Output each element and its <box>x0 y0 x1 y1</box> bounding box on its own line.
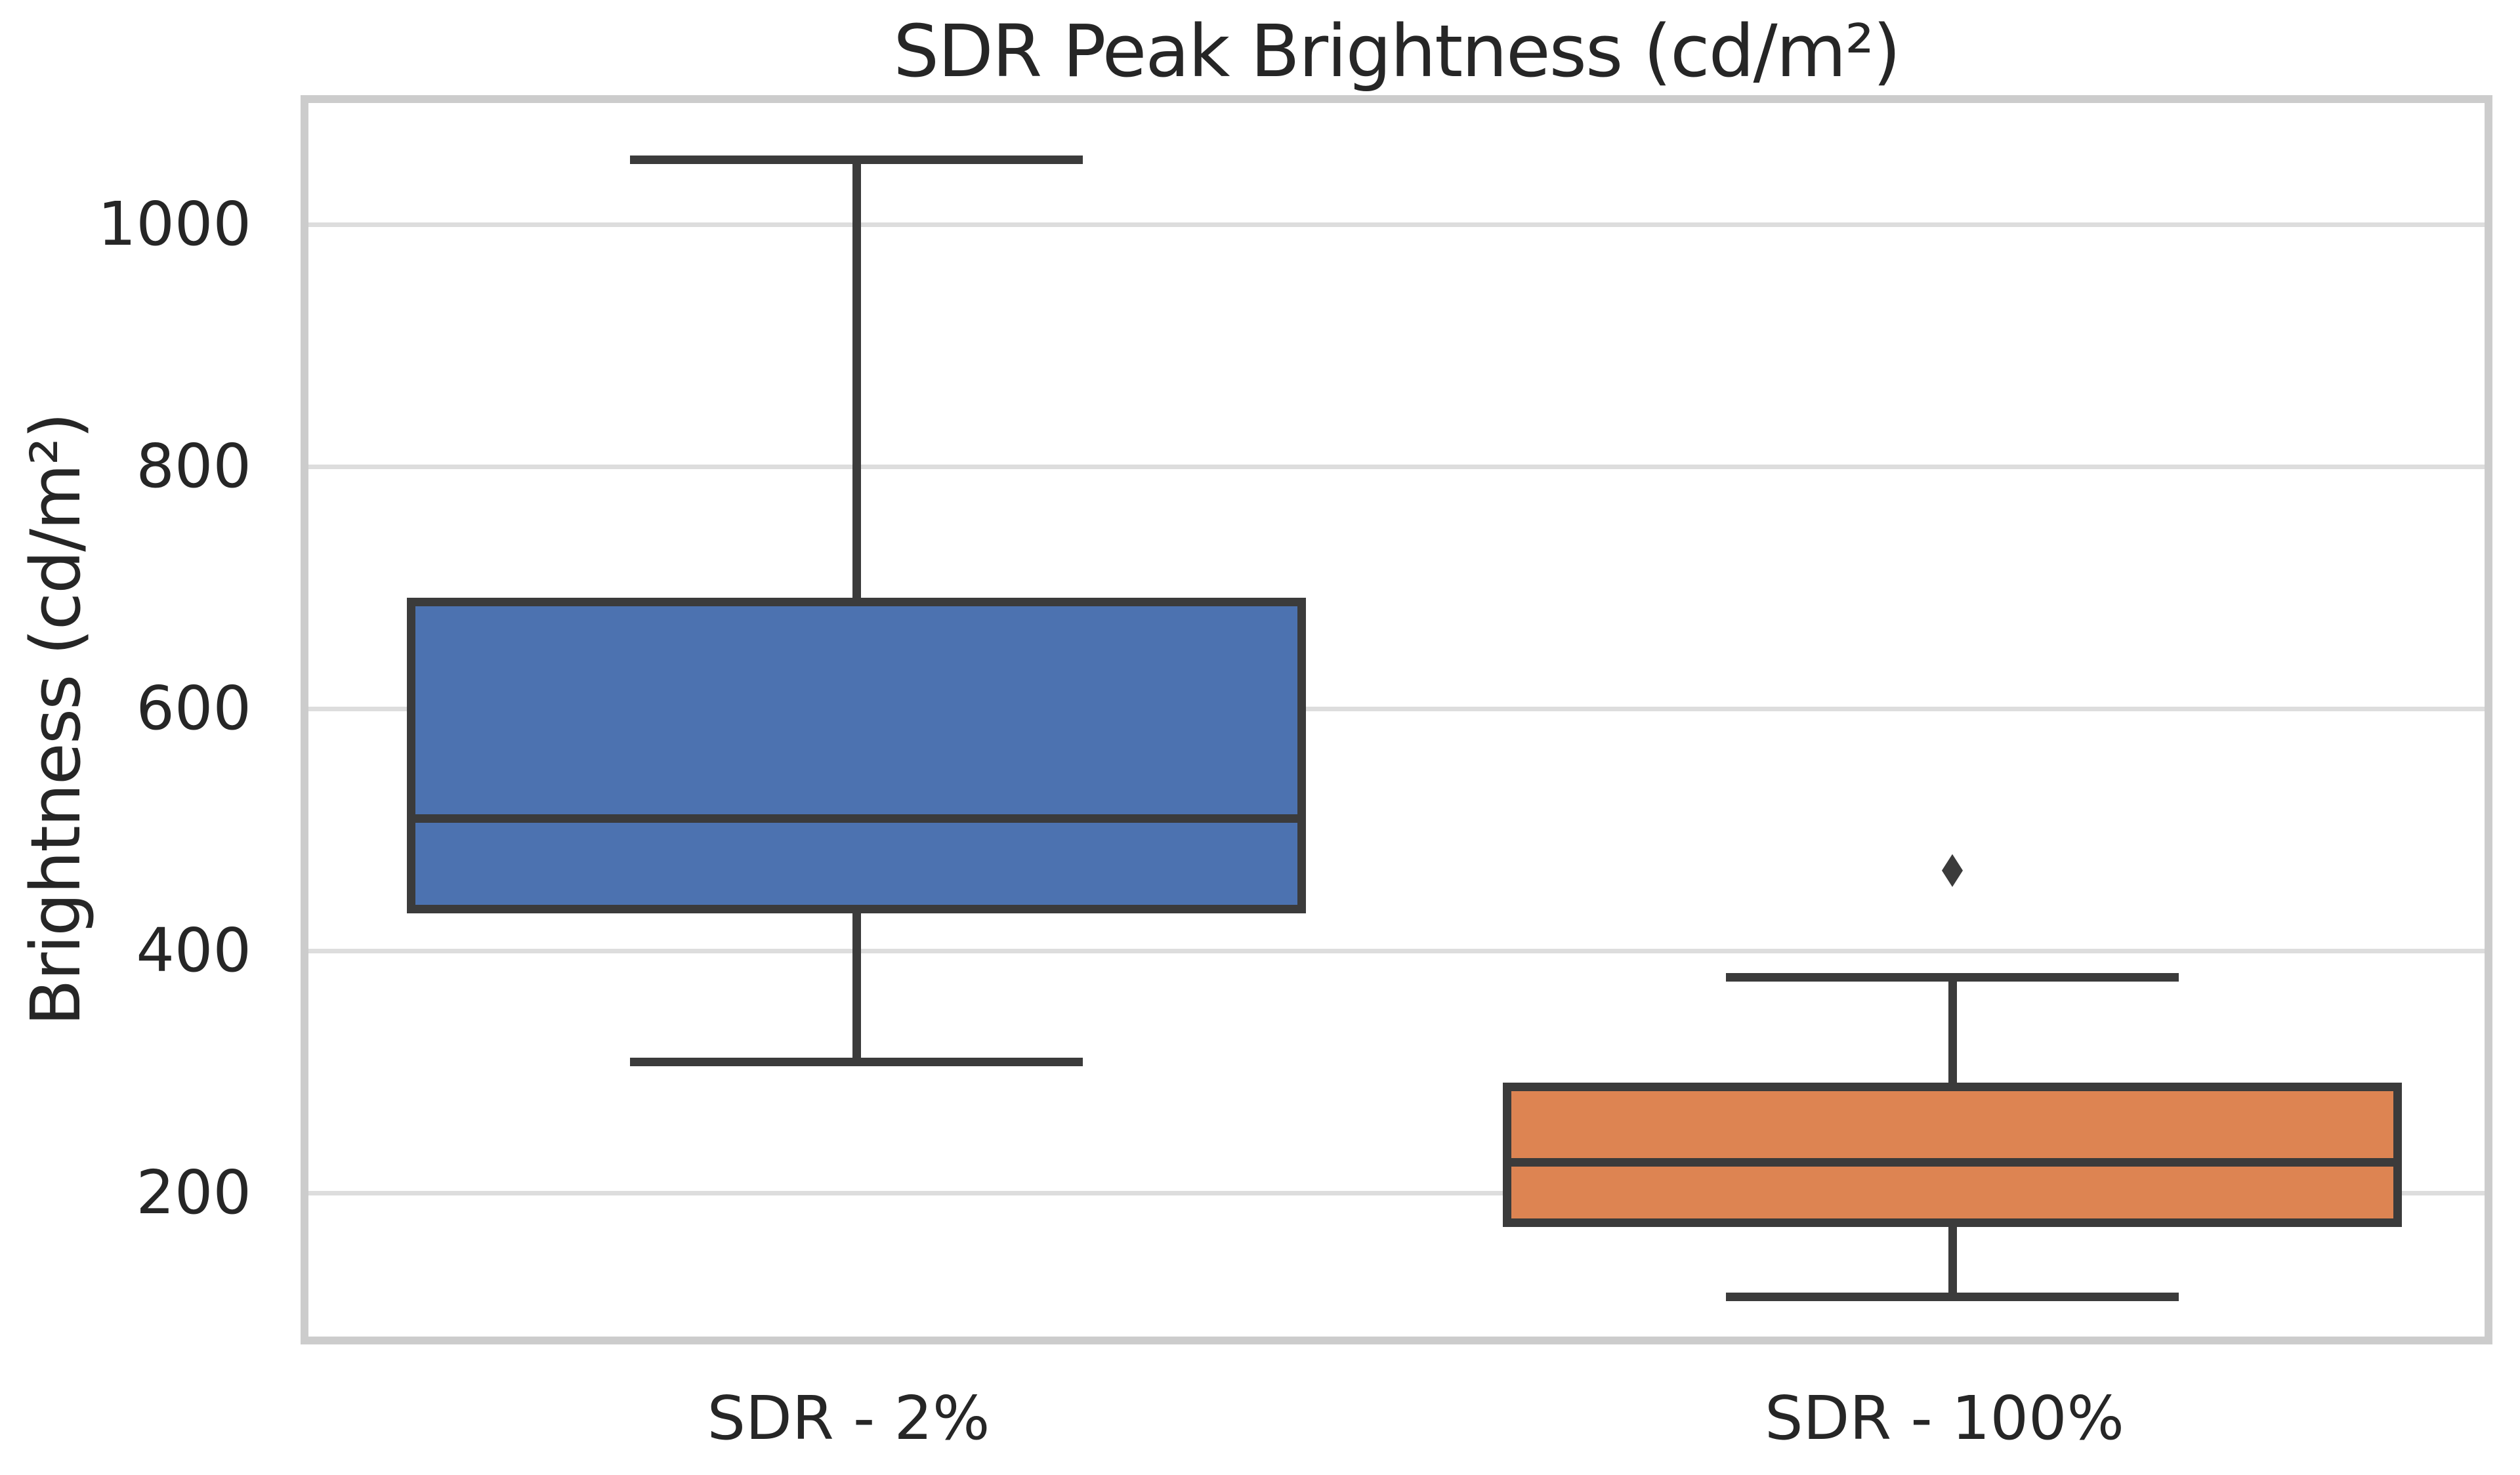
median-line <box>407 814 1306 823</box>
box-sdr-100pct <box>1503 1083 2402 1228</box>
y-tick-label: 1000 <box>97 189 251 260</box>
whisker-cap <box>630 156 1083 165</box>
y-gridline <box>308 1190 2485 1195</box>
y-tick-label: 400 <box>136 915 251 986</box>
chart-title: SDR Peak Brightness (cd/m²) <box>893 9 1900 93</box>
x-tick-label: SDR - 2% <box>707 1383 990 1453</box>
y-gridline <box>308 464 2485 469</box>
y-gridline <box>308 948 2485 953</box>
outlier-marker <box>1942 854 1963 887</box>
y-tick-label: 800 <box>136 431 251 502</box>
median-line <box>1503 1157 2402 1167</box>
x-tick-label: SDR - 100% <box>1765 1383 2124 1453</box>
whisker-cap <box>630 1057 1083 1066</box>
y-gridline <box>308 706 2485 711</box>
y-gridline <box>308 222 2485 227</box>
whisker-cap <box>1726 972 2179 982</box>
y-tick-label: 600 <box>136 673 251 744</box>
box-sdr-2pct <box>407 597 1306 914</box>
plot-area <box>301 95 2492 1344</box>
whisker-cap <box>1726 1292 2179 1301</box>
y-tick-label: 200 <box>136 1157 251 1228</box>
